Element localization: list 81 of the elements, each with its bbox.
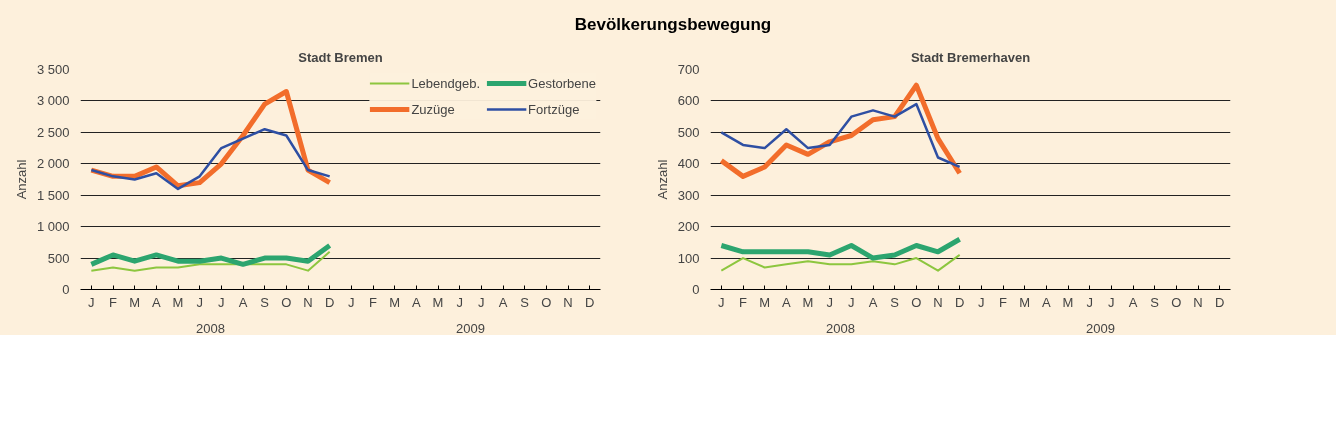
- x-tick-label: F: [739, 294, 748, 310]
- y-axis-title: Anzahl: [654, 159, 670, 200]
- chart-subtitle: Stadt Bremen: [298, 49, 383, 65]
- x-tick-label: J: [348, 294, 355, 310]
- x-tick-label: S: [260, 294, 270, 310]
- x-tick-label: A: [782, 294, 791, 310]
- x-tick-label: F: [999, 294, 1008, 310]
- x-tick-label: M: [1062, 294, 1074, 310]
- x-tick-label: J: [1108, 294, 1115, 310]
- x-tick-label: D: [324, 294, 335, 310]
- line-series: [90, 251, 331, 272]
- y-tick-label: 300: [677, 188, 700, 203]
- legend-label: Zuzüge: [411, 101, 455, 117]
- y-tick-label: 500: [677, 125, 700, 141]
- y-tick-label: 600: [677, 93, 700, 109]
- x-tick-label: J: [88, 294, 95, 310]
- x-tick-label: M: [1019, 294, 1031, 310]
- x-tick-label: O: [911, 294, 922, 310]
- x-tick-label: A: [868, 294, 878, 310]
- x-tick-label: J: [826, 294, 833, 310]
- x-tick-label: F: [369, 294, 378, 310]
- x-tick-label: J: [196, 294, 203, 310]
- legend-label: Lebendgeb.: [411, 75, 481, 91]
- x-tick-label: M: [389, 294, 401, 310]
- x-tick-label: D: [954, 294, 965, 310]
- x-tick-label: S: [1150, 294, 1160, 310]
- chart-subtitle: Stadt Bremerhaven: [910, 49, 1031, 65]
- x-tick-label: N: [303, 294, 313, 310]
- text: 2008: [826, 320, 855, 336]
- y-tick-label: 400: [677, 156, 700, 172]
- y-tick-label: 1 500: [36, 188, 70, 203]
- y-tick-label: 700: [677, 62, 700, 78]
- x-tick-label: N: [933, 294, 943, 310]
- y-tick-label: 100: [677, 250, 700, 266]
- x-tick-label: J: [978, 294, 985, 310]
- x-tick-label: A: [1042, 294, 1051, 310]
- x-tick-label: D: [1214, 294, 1225, 310]
- x-tick-label: M: [129, 294, 141, 310]
- text: 2009: [456, 320, 485, 336]
- y-tick-label: 3 000: [36, 93, 70, 109]
- x-tick-label: O: [541, 294, 552, 310]
- y-tick-label: 2 000: [36, 156, 70, 172]
- x-tick-label: S: [890, 294, 900, 310]
- x-tick-label: J: [718, 294, 725, 310]
- x-tick-label: A: [498, 294, 508, 310]
- y-tick-label: 1 000: [36, 219, 70, 235]
- x-tick-label: S: [520, 294, 530, 310]
- x-tick-label: M: [802, 294, 814, 310]
- x-tick-label: J: [1086, 294, 1093, 310]
- x-tick-label: M: [172, 294, 184, 310]
- x-tick-label: A: [152, 294, 161, 310]
- x-tick-label: O: [281, 294, 292, 310]
- x-tick-label: F: [109, 294, 118, 310]
- y-tick-label: 200: [677, 219, 700, 235]
- x-tick-label: J: [848, 294, 855, 310]
- x-tick-label: N: [1193, 294, 1203, 310]
- x-tick-label: A: [1128, 294, 1138, 310]
- x-tick-label: O: [1171, 294, 1182, 310]
- line-series: [90, 128, 331, 191]
- y-tick-label: 0: [62, 282, 70, 298]
- line-series: [720, 103, 961, 169]
- line-series: [720, 254, 961, 272]
- legend-label: Fortzüge: [528, 101, 580, 117]
- legend-label: Gestorbene: [528, 75, 596, 91]
- x-tick-label: M: [759, 294, 771, 310]
- x-tick-label: J: [478, 294, 485, 310]
- x-tick-label: D: [584, 294, 595, 310]
- y-tick-label: 0: [692, 282, 700, 298]
- text: Bevölkerungsbewegung: [574, 14, 772, 36]
- x-tick-label: A: [238, 294, 248, 310]
- y-tick-label: 3 500: [36, 62, 70, 78]
- text: 2009: [1086, 320, 1115, 336]
- x-tick-label: J: [218, 294, 225, 310]
- y-tick-label: 2 500: [36, 125, 70, 141]
- x-tick-label: J: [456, 294, 463, 310]
- y-tick-label: 500: [47, 250, 70, 266]
- y-axis-title: Anzahl: [13, 159, 29, 200]
- text: 2008: [196, 320, 225, 336]
- x-tick-label: A: [412, 294, 421, 310]
- x-tick-label: N: [563, 294, 573, 310]
- x-tick-label: M: [432, 294, 444, 310]
